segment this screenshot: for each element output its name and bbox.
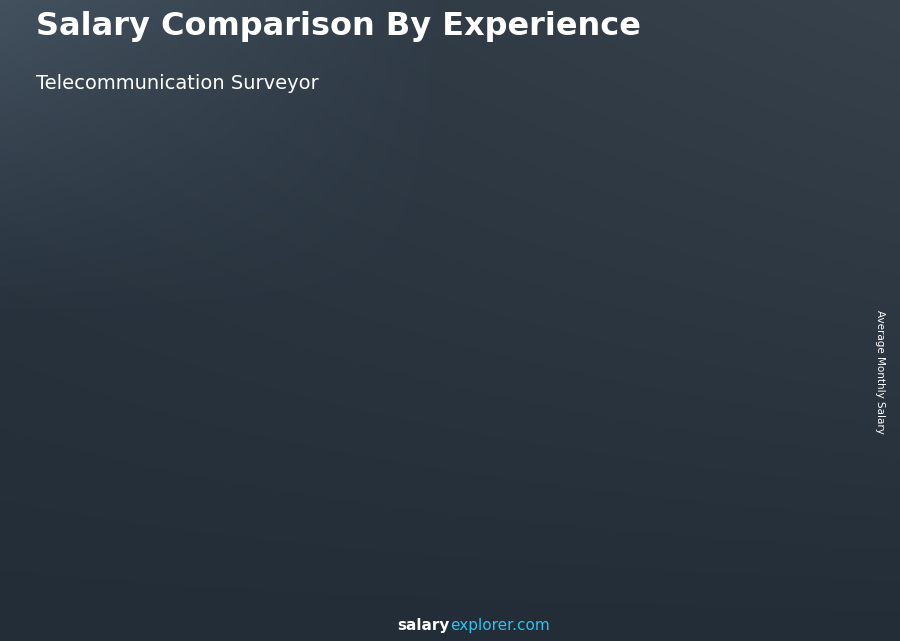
Text: 590 JOD: 590 JOD [216, 366, 266, 379]
Text: 1,140 JOD: 1,140 JOD [738, 200, 800, 213]
Bar [206, 386, 210, 564]
Bar [206, 386, 276, 390]
Bar [206, 386, 276, 564]
Text: +23%: +23% [150, 340, 204, 358]
Bar [718, 220, 723, 564]
Text: +10%: +10% [535, 192, 589, 210]
Text: Salary Comparison By Experience: Salary Comparison By Experience [36, 11, 641, 42]
Text: 980 JOD: 980 JOD [472, 248, 523, 262]
Bar [650, 241, 656, 564]
Bar [138, 419, 143, 564]
Bar [77, 419, 148, 564]
Text: explorer.com: explorer.com [450, 619, 550, 633]
Bar [724, 29, 828, 62]
Bar [462, 268, 466, 564]
Bar [462, 268, 533, 276]
Text: salary: salary [398, 619, 450, 633]
Bar [266, 386, 272, 564]
Bar [334, 310, 338, 564]
Bar [590, 241, 661, 564]
Bar [778, 220, 784, 564]
Polygon shape [724, 29, 768, 128]
Bar [590, 241, 661, 249]
Text: 1,070 JOD: 1,070 JOD [594, 221, 657, 234]
Bar [462, 268, 533, 564]
Bar [334, 310, 404, 564]
Bar [77, 419, 148, 422]
Bar [718, 220, 789, 564]
Bar [394, 310, 400, 564]
Bar [718, 220, 789, 228]
Text: +17%: +17% [407, 220, 460, 238]
Text: 840 JOD: 840 JOD [338, 290, 388, 304]
Text: +42%: +42% [278, 256, 332, 274]
Text: 480 JOD: 480 JOD [81, 399, 132, 412]
Bar [724, 62, 828, 95]
Bar [590, 241, 595, 564]
Bar [522, 268, 527, 564]
Bar [724, 95, 828, 128]
Bar [77, 419, 82, 564]
Bar [334, 310, 404, 317]
Text: Average Monthly Salary: Average Monthly Salary [875, 310, 886, 434]
Text: Telecommunication Surveyor: Telecommunication Surveyor [36, 74, 319, 93]
Text: +6%: +6% [669, 180, 711, 198]
